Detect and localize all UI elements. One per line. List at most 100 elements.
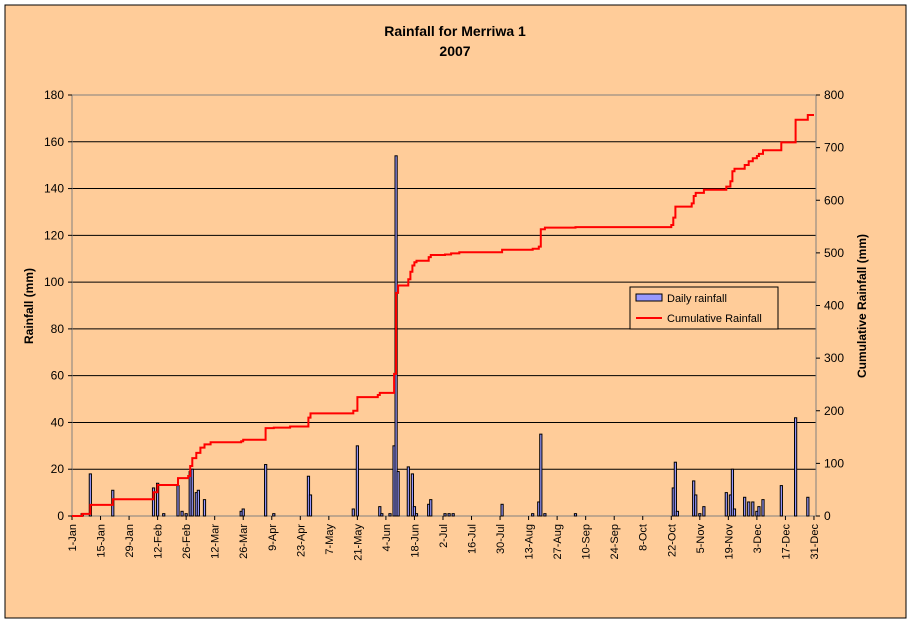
daily-rainfall-bar: [184, 513, 188, 517]
x-tick-label: 30-Jul: [495, 524, 507, 554]
daily-rainfall-bar: [694, 494, 698, 517]
daily-rainfall-bar: [743, 496, 747, 517]
daily-rainfall-bar: [351, 508, 355, 517]
y-axis-right: 0 100 200 300 400 500 600 700 800: [816, 88, 844, 523]
y2-tick-label: 700: [824, 141, 844, 155]
daily-rainfall-bar: [675, 510, 679, 517]
daily-rainfall-bar: [732, 508, 737, 517]
daily-rainfall-bar: [180, 510, 184, 517]
y2-tick-label: 100: [824, 456, 844, 470]
daily-rainfall-bar: [451, 513, 455, 517]
x-tick-label: 27-Aug: [552, 524, 564, 559]
daily-rainfall-bar: [378, 506, 382, 517]
y-tick-label: 160: [44, 135, 64, 149]
y-tick-label: 0: [57, 509, 64, 523]
y-tick-label: 140: [44, 182, 64, 196]
daily-rainfall-bar: [779, 485, 783, 517]
y-tick-label: 120: [44, 228, 64, 242]
x-tick-label: 9-Apr: [267, 524, 279, 551]
y-tick-label: 60: [51, 369, 65, 383]
x-tick-label: 7-May: [324, 524, 336, 555]
daily-rainfall-bar: [747, 501, 751, 517]
daily-rainfall-bar: [757, 506, 761, 517]
x-tick-label: 10-Sep: [581, 524, 593, 559]
x-tick-label: 3-Dec: [752, 524, 764, 554]
daily-rainfall-bar: [724, 492, 728, 517]
daily-rainfall-bar: [396, 471, 400, 517]
y-tick-label: 80: [51, 322, 65, 336]
legend-swatch-daily: [635, 293, 663, 302]
y-tick-label: 100: [44, 275, 64, 289]
y-tick-label: 20: [51, 462, 65, 476]
y2-tick-label: 400: [824, 299, 844, 313]
y2-tick-label: 0: [824, 509, 831, 523]
daily-rainfall-bar: [88, 473, 92, 517]
x-tick-label: 22-Oct: [666, 524, 678, 557]
daily-rainfall-bar: [264, 464, 268, 517]
x-tick-label: 15-Jan: [96, 524, 108, 558]
daily-rainfall-bar: [806, 496, 810, 517]
daily-rainfall-bar: [539, 433, 543, 517]
daily-rainfall-bar: [156, 482, 160, 517]
y-axis-left: 0 20 40 60 80 100 120 140 160 180: [44, 88, 72, 523]
x-tick-label: 26-Feb: [181, 524, 193, 559]
y2-axis-label: Cumulative Rainfall (mm): [855, 234, 869, 378]
y-axis-label: Rainfall (mm): [22, 268, 36, 344]
x-tick-label: 2-Jul: [438, 524, 450, 548]
daily-rainfall-bar: [151, 487, 156, 517]
daily-rainfall-bar: [673, 461, 677, 517]
x-tick-label: 12-Mar: [210, 524, 222, 559]
y2-tick-label: 300: [824, 351, 844, 365]
x-tick-label: 8-Oct: [638, 524, 650, 551]
x-tick-label: 29-Jan: [124, 524, 136, 558]
legend: Daily rainfall Cumulative Rainfall: [629, 286, 779, 330]
x-tick-label: 4-Jun: [381, 524, 393, 552]
daily-rainfall-bar: [761, 499, 765, 517]
daily-rainfall-bar: [272, 513, 276, 517]
daily-rainfall-bar: [443, 513, 447, 517]
daily-rainfall-bar: [162, 513, 166, 517]
daily-rainfall-bar: [308, 494, 313, 517]
cumulative-rainfall-line: [72, 114, 814, 517]
daily-rainfall-bar: [355, 445, 359, 517]
x-tick-label: 21-May: [352, 524, 364, 561]
daily-rainfall-bar: [794, 417, 798, 517]
x-tick-label: 26-Mar: [238, 524, 250, 559]
daily-rainfall-bar: [410, 473, 415, 517]
x-axis: 1-Jan 15-Jan 29-Jan 12-Feb 26-Feb 12-Mar 26-Ma…: [67, 516, 821, 561]
x-tick-label: 31-Dec: [809, 524, 821, 560]
x-tick-label: 24-Sep: [609, 524, 621, 559]
y2-tick-label: 500: [824, 246, 844, 260]
x-tick-label: 19-Nov: [723, 524, 735, 560]
x-tick-label: 16-Jul: [467, 524, 479, 554]
x-tick-label: 1-Jan: [67, 524, 79, 552]
y2-tick-label: 800: [824, 88, 844, 102]
daily-rainfall-bar: [698, 513, 702, 517]
daily-rainfall-bar: [241, 508, 245, 517]
daily-rainfall-bar: [380, 513, 384, 517]
chart-subtitle: 2007: [439, 43, 470, 59]
daily-rainfall-bar: [429, 499, 433, 517]
x-tick-label: 23-Apr: [295, 524, 307, 557]
daily-rainfall-bar: [500, 503, 504, 517]
x-tick-label: 17-Dec: [780, 524, 792, 560]
daily-rainfall-bar: [202, 499, 207, 517]
daily-rainfall-bar: [176, 485, 180, 517]
y2-tick-label: 200: [824, 404, 844, 418]
chart-title: Rainfall for Merriwa 1: [384, 23, 526, 39]
legend-label-daily: Daily rainfall: [667, 293, 727, 305]
x-tick-label: 12-Feb: [153, 524, 165, 559]
daily-rainfall-bar: [414, 513, 419, 517]
y-tick-label: 40: [51, 415, 65, 429]
daily-rainfall-bar: [543, 513, 547, 517]
daily-rainfall-bar: [388, 513, 392, 517]
daily-rainfall-bar: [531, 513, 535, 517]
daily-rainfall-bar: [196, 489, 200, 517]
y2-tick-label: 600: [824, 193, 844, 207]
y-tick-label: 180: [44, 88, 64, 102]
daily-rainfall-bar: [751, 501, 755, 517]
daily-rainfall-bar: [573, 513, 578, 517]
daily-rainfall-bar: [730, 468, 735, 517]
